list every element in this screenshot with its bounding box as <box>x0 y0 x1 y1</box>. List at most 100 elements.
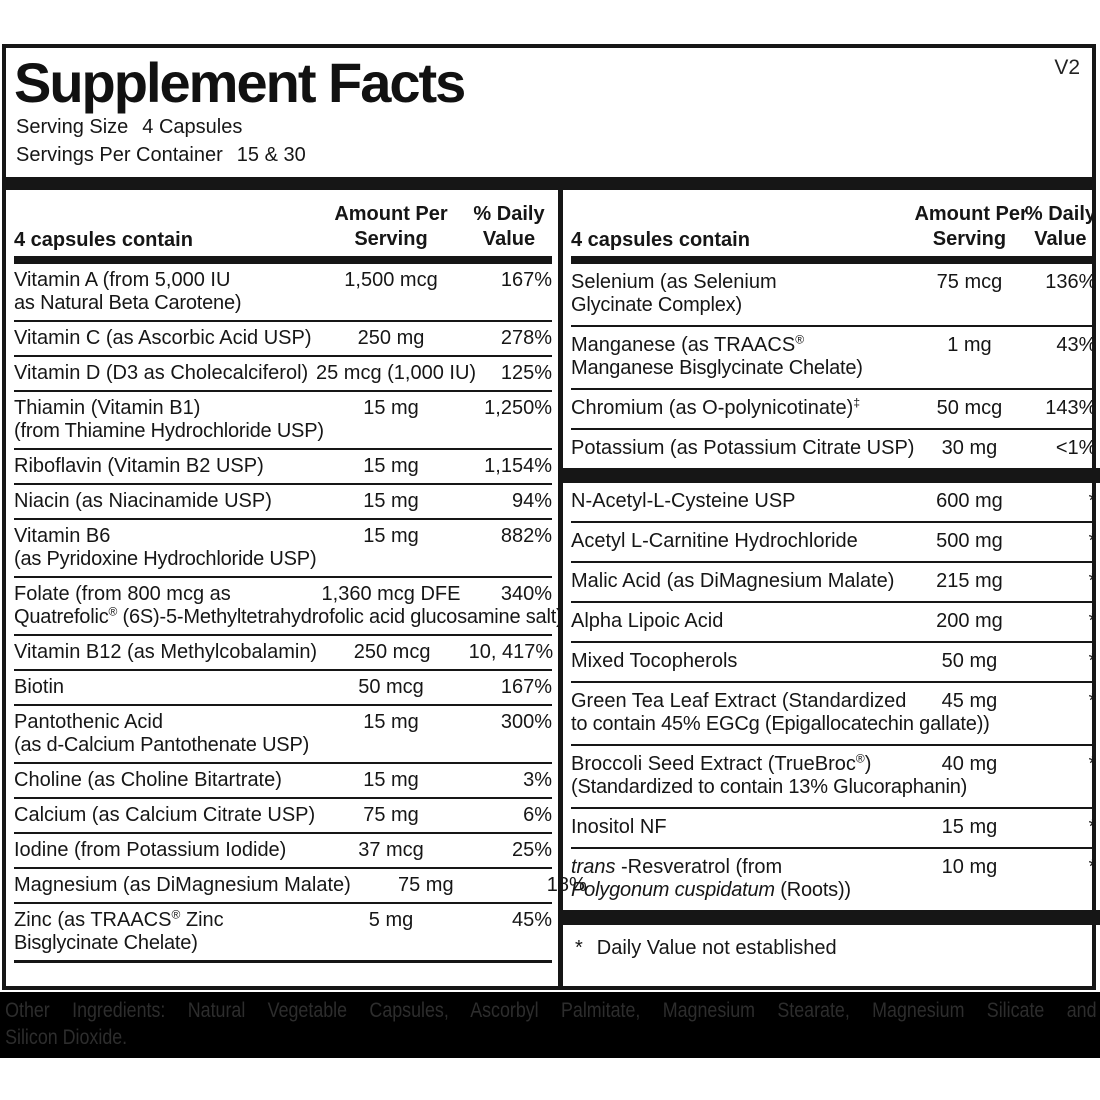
ingredient-name-line2: (as Pyridoxine Hydrochloride USP) <box>14 548 317 570</box>
ingredient-name: Niacin (as Niacinamide USP) <box>14 490 272 512</box>
ingredient-row: Vitamin C (as Ascorbic Acid USP) 250 mg 27… <box>14 322 552 357</box>
ingredient-dv: 136% <box>1045 271 1097 293</box>
column-header-amount: Amount Per Serving <box>316 202 466 252</box>
serving-label: Serving <box>354 228 428 250</box>
version-tag: V2 <box>1054 56 1080 79</box>
ingredient-name: N-Acetyl-L-Cysteine USP <box>571 490 796 512</box>
ingredient-row-main: Iodine (from Potassium Iodide) 37 mcg 25% <box>14 839 552 862</box>
ingredient-row-main: Broccoli Seed Extract (TrueBroc®) 40 mg * <box>571 752 1097 776</box>
column-header-dv: % Daily Value <box>466 202 552 252</box>
ingredient-row-main: Chromium (as O-polynicotinate)‡ 50 mcg 143… <box>571 395 1097 420</box>
ingredient-name: Chromium (as O-polynicotinate)‡ <box>571 395 861 419</box>
ingredient-row: trans -Resveratrol (from 10 mg * Polygonum … <box>571 849 1096 910</box>
column-header-dv: % Daily Value <box>1024 202 1096 252</box>
ingredient-name-line2: as Natural Beta Carotene) <box>14 292 242 314</box>
ingredient-dv: 18% <box>546 874 587 896</box>
ingredient-name: Zinc (as TRAACS® Zinc <box>14 907 224 931</box>
amount-per-label: Amount Per <box>914 203 1028 225</box>
ingredient-name: Magnesium (as DiMagnesium Malate) <box>14 874 351 896</box>
ingredient-amount: 15 mg <box>363 490 419 512</box>
ingredient-amount: 500 mg <box>936 530 1003 552</box>
ingredient-row: Niacin (as Niacinamide USP) 15 mg 94% <box>14 485 552 520</box>
ingredient-name: Potassium (as Potassium Citrate USP) <box>571 437 915 459</box>
ingredient-dv: 1,154% <box>484 455 552 477</box>
column-header: 4 capsules contain Amount Per Serving % D… <box>571 190 1096 256</box>
ingredient-row-main: Calcium (as Calcium Citrate USP) 75 mg 6% <box>14 804 552 827</box>
column-header-amount: Amount Per Serving <box>914 202 1028 252</box>
ingredient-amount: 15 mg <box>363 711 419 733</box>
ingredient-row: Inositol NF 15 mg * <box>571 809 1097 849</box>
ingredient-amount: 25 mcg (1,000 IU) <box>316 362 477 384</box>
ingredient-dv: <1% <box>1055 437 1097 459</box>
ingredient-name: Vitamin B12 (as Methylcobalamin) <box>14 641 318 663</box>
daily-value-footnote: * Daily Value not established <box>571 925 1096 960</box>
ingredient-amount: 75 mcg <box>936 271 1003 293</box>
ingredient-dv: 6% <box>523 804 552 826</box>
ingredient-row-main: Selenium (as Selenium 75 mcg 136% <box>571 271 1096 294</box>
ingredient-amount: 600 mg <box>936 490 1003 512</box>
ingredient-name-line2: (as d-Calcium Pantothenate USP) <box>14 734 310 756</box>
ingredient-row-main: Riboflavin (Vitamin B2 USP) 15 mg 1,154% <box>14 455 552 478</box>
section-divider-bar <box>563 468 1100 483</box>
ingredient-row: Vitamin B12 (as Methylcobalamin) 250 mcg 1… <box>14 636 554 671</box>
other-ingredients-band: Other Ingredients: Natural Vegetable Cap… <box>0 992 1100 1058</box>
serving-size-value: 4 Capsules <box>142 116 243 138</box>
ingredient-name: Pantothenic Acid <box>14 711 163 733</box>
ingredient-name-line2: Polygonum cuspidatum (Roots)) <box>571 879 851 901</box>
ingredient-row-main: Vitamin B12 (as Methylcobalamin) 250 mcg 1… <box>14 641 554 664</box>
ingredient-name-line2: Manganese Bisglycinate Chelate) <box>571 357 863 379</box>
ingredient-row: Calcium (as Calcium Citrate USP) 75 mg 6% <box>14 799 552 834</box>
ingredient-dv: 143% <box>1045 397 1097 419</box>
serving-size-line: Serving Size 4 Capsules <box>16 114 1092 140</box>
ingredient-row: Riboflavin (Vitamin B2 USP) 15 mg 1,154% <box>14 450 552 485</box>
ingredient-dv: * <box>1088 610 1097 632</box>
servings-per-container-label: Servings Per Container <box>16 144 223 166</box>
ingredient-name: Calcium (as Calcium Citrate USP) <box>14 804 316 826</box>
ingredient-dv: * <box>1088 753 1097 775</box>
value-label: Value <box>482 228 536 250</box>
ingredient-row-main: Folate (from 800 mcg as 1,360 mcg DFE 340% <box>14 583 552 606</box>
ingredient-dv: 167% <box>500 676 552 698</box>
ingredient-amount: 75 mg <box>398 874 454 896</box>
ingredient-row: Vitamin B6 15 mg 882% (as Pyridoxine Hydroc… <box>14 520 552 578</box>
ingredient-amount: 215 mg <box>936 570 1003 592</box>
ingredient-dv: * <box>1088 490 1097 512</box>
ingredient-name: Acetyl L-Carnitine Hydrochloride <box>571 530 858 552</box>
ingredient-name: Manganese (as TRAACS® <box>571 332 805 356</box>
ingredient-name: Iodine (from Potassium Iodide) <box>14 839 287 861</box>
ingredient-dv: 25% <box>511 839 552 861</box>
facts-columns: 4 capsules contain Amount Per Serving % D… <box>6 190 1100 986</box>
ingredient-row-main: Alpha Lipoic Acid 200 mg * <box>571 610 1096 633</box>
ingredient-name: Vitamin D (D3 as Cholecalciferol) <box>14 362 309 384</box>
other-ingredients-line1: Other Ingredients: Natural Vegetable Cap… <box>5 999 1097 1022</box>
ingredient-name: Selenium (as Selenium <box>571 271 777 293</box>
ingredient-amount: 75 mg <box>363 804 419 826</box>
ingredient-row: Manganese (as TRAACS® 1 mg 43% Manganese Bi… <box>571 327 1097 390</box>
ingredient-amount: 250 mg <box>357 327 425 349</box>
top-divider-bar <box>6 177 1092 190</box>
ingredient-row: N-Acetyl-L-Cysteine USP 600 mg * <box>571 483 1097 523</box>
ingredient-dv: 10, 417% <box>468 641 554 663</box>
ingredient-row-main: Inositol NF 15 mg * <box>571 816 1096 839</box>
ingredient-amount: 15 mg <box>363 397 419 419</box>
section-divider-bar <box>563 910 1100 925</box>
panel-title: Supplement Facts <box>14 51 466 114</box>
ingredient-name: Riboflavin (Vitamin B2 USP) <box>14 455 264 477</box>
ingredient-row-main: Potassium (as Potassium Citrate USP) 30 m… <box>571 437 1096 460</box>
ingredient-amount: 50 mcg <box>936 397 1003 419</box>
ingredient-row: Vitamin A (from 5,000 IU 1,500 mcg 167% as … <box>14 264 552 322</box>
ingredient-name: Vitamin B6 <box>14 525 111 547</box>
ingredient-row-main: Choline (as Choline Bitartrate) 15 mg 3% <box>14 769 552 792</box>
ingredient-amount: 200 mg <box>936 610 1003 632</box>
ingredient-row-main: Acetyl L-Carnitine Hydrochloride 500 mg * <box>571 530 1096 553</box>
ingredient-dv: 167% <box>500 269 552 291</box>
header-underline-bar <box>14 256 552 264</box>
ingredient-dv: 300% <box>500 711 552 733</box>
ingredient-row: Thiamin (Vitamin B1) 15 mg 1,250% (from Thi… <box>14 392 552 450</box>
ingredient-dv: 43% <box>1056 334 1097 356</box>
ingredient-amount: 1,360 mcg DFE <box>321 583 461 605</box>
other-ingredients-text: Other Ingredients: Natural Vegetable Cap… <box>0 992 1100 1051</box>
ingredient-name: trans -Resveratrol (from <box>571 856 783 878</box>
ingredient-amount: 10 mg <box>941 856 998 878</box>
ingredient-name-line2: (from Thiamine Hydrochloride USP) <box>14 420 324 442</box>
